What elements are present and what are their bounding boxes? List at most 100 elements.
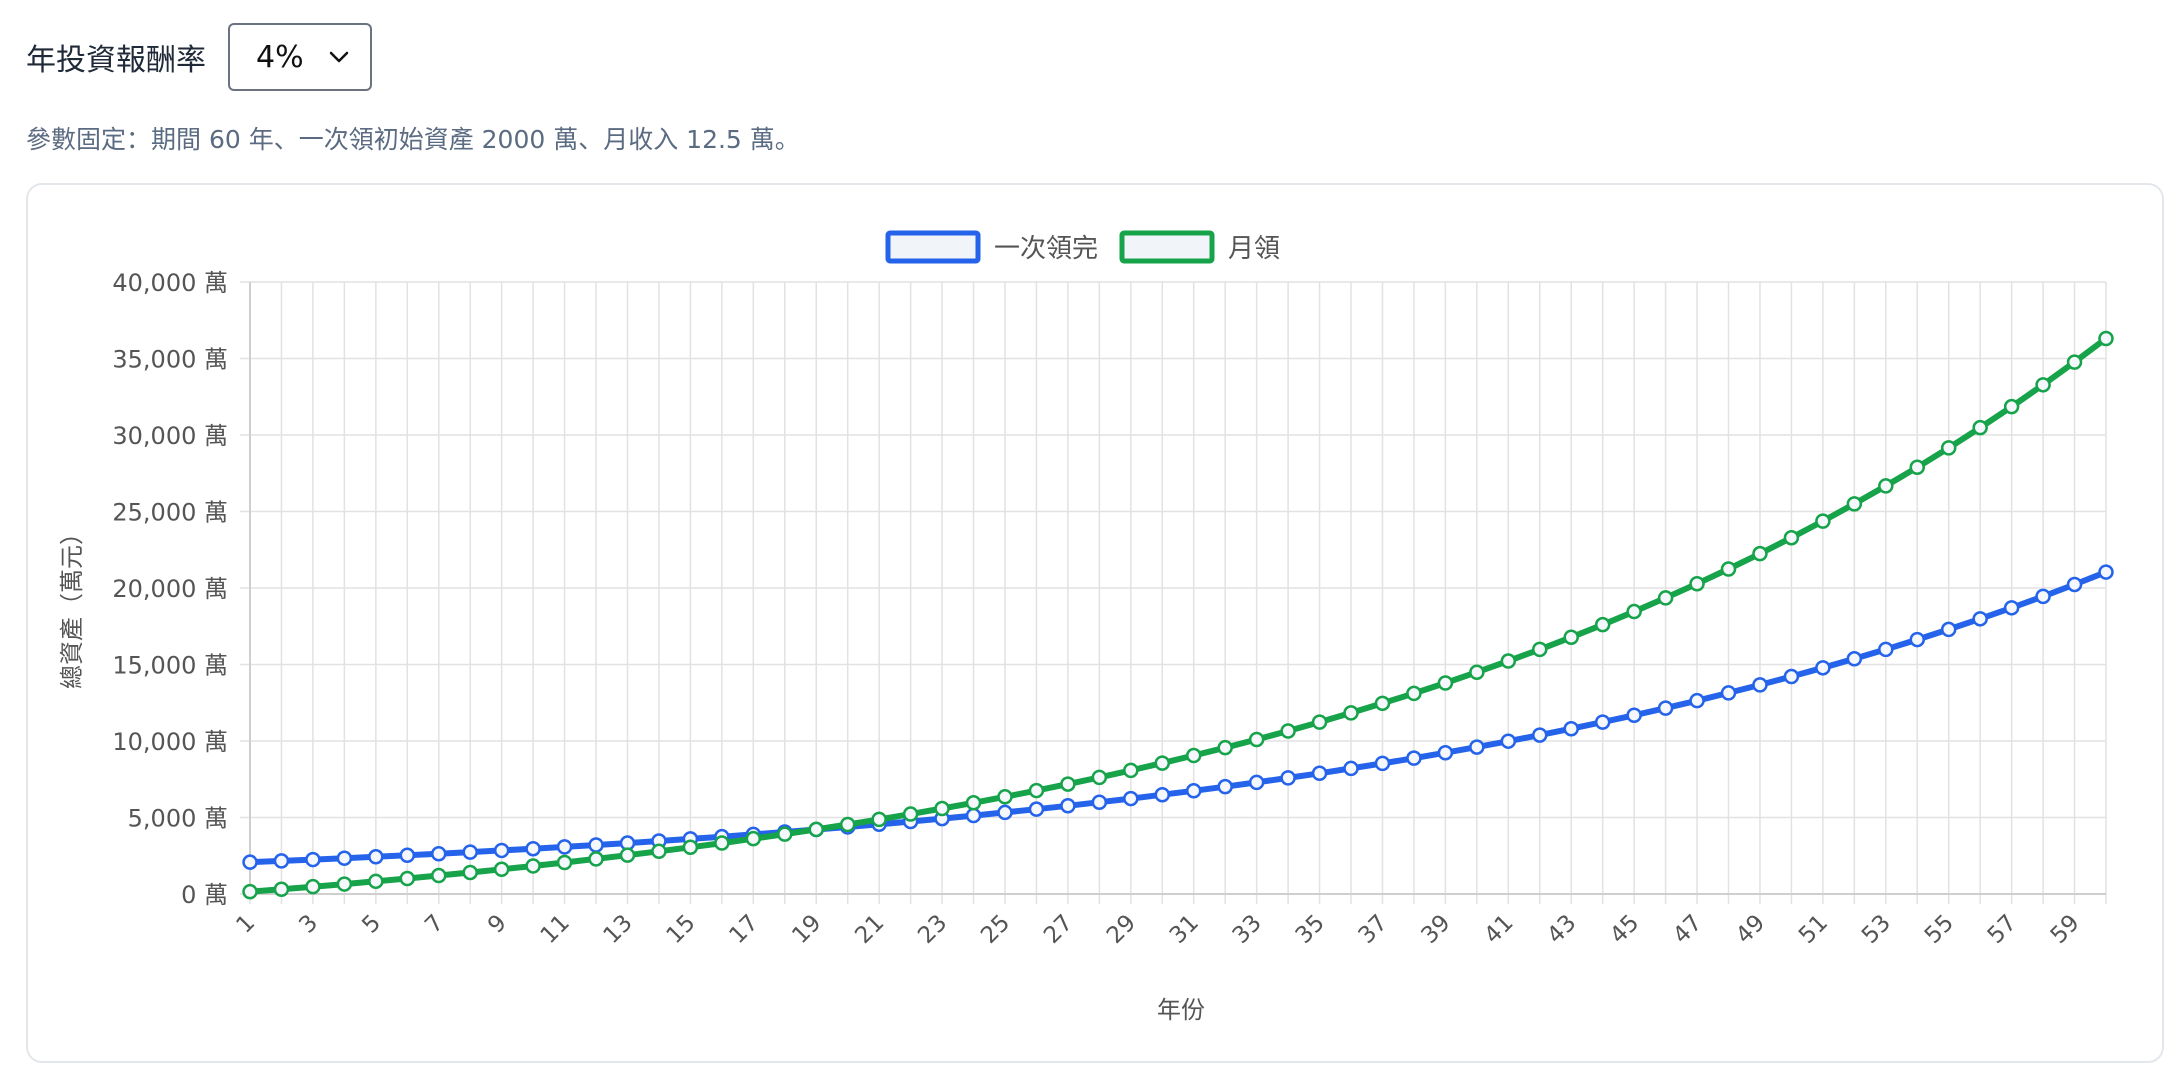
data-point [2035, 588, 2051, 605]
data-point [1123, 790, 1139, 807]
x-tick-label: 29 [1102, 910, 1141, 949]
data-point [1720, 561, 1737, 577]
data-point [430, 845, 447, 862]
legend-swatch [1119, 230, 1215, 264]
data-point [1815, 513, 1831, 529]
data-point [839, 816, 856, 833]
data-point [368, 849, 384, 865]
y-tick-label: 40,000 萬 [112, 269, 228, 297]
y-tick-label: 25,000 萬 [112, 499, 228, 527]
y-tick-label: 35,000 萬 [112, 346, 228, 374]
data-point [1909, 459, 1926, 476]
x-tick-label: 9 [483, 910, 512, 939]
x-tick-label: 43 [1542, 910, 1581, 949]
data-point [1532, 727, 1548, 743]
rate-select[interactable]: 4% [228, 23, 372, 91]
data-point [1248, 731, 1265, 748]
data-point [997, 789, 1013, 805]
y-tick-label: 30,000 萬 [112, 422, 228, 450]
data-point [273, 881, 290, 897]
data-point [1563, 720, 1579, 737]
data-point [2098, 330, 2114, 347]
data-point [1500, 653, 1517, 669]
data-point [1469, 739, 1485, 755]
data-point [273, 853, 290, 869]
rate-label: 年投資報酬率 [26, 43, 206, 78]
data-point [305, 878, 321, 895]
data-point [682, 839, 699, 856]
data-point [1783, 668, 1800, 685]
data-point [242, 883, 258, 900]
data-point [1563, 629, 1579, 646]
data-point [1374, 695, 1391, 712]
x-tick-label: 51 [1794, 910, 1833, 949]
legend-label: 一次領完 [994, 234, 1098, 264]
data-point [493, 842, 510, 859]
data-point [2003, 600, 2020, 616]
data-point [619, 847, 636, 863]
x-tick-label: 49 [1731, 910, 1770, 949]
x-tick-label: 15 [662, 910, 701, 949]
data-point [1437, 675, 1454, 691]
data-point [1311, 714, 1328, 730]
x-tick-label: 7 [420, 910, 449, 939]
data-point [2035, 377, 2051, 393]
parameter-note: 參數固定：期間 60 年、一次領初始資產 2000 萬、月收入 12.5 萬。 [26, 125, 800, 154]
data-point [2066, 354, 2083, 370]
data-point [1217, 739, 1233, 756]
data-point [525, 840, 541, 857]
data-point [1028, 801, 1045, 817]
data-point [1406, 685, 1422, 702]
data-point [1343, 760, 1359, 777]
data-point [808, 821, 824, 838]
data-point [556, 839, 573, 855]
data-point [1028, 782, 1045, 799]
data-point [1940, 621, 1957, 638]
data-point [1374, 755, 1391, 772]
data-point [2098, 564, 2114, 580]
data-point [1437, 744, 1454, 761]
data-point [1343, 705, 1359, 721]
data-point [1626, 603, 1642, 620]
y-tick-label: 0 萬 [181, 881, 228, 909]
data-point [1248, 774, 1265, 791]
x-tick-label: 35 [1291, 910, 1330, 949]
chevron-down-icon [329, 51, 349, 63]
data-point [462, 844, 478, 860]
data-point [1972, 611, 1988, 627]
data-point [777, 826, 793, 842]
data-point [1594, 714, 1611, 730]
data-point [368, 873, 384, 890]
x-tick-label: 3 [294, 910, 323, 939]
y-tick-label: 15,000 萬 [112, 652, 228, 680]
data-point [1280, 723, 1296, 739]
x-tick-label: 45 [1605, 910, 1644, 949]
data-point [1846, 651, 1863, 667]
data-point [1185, 783, 1202, 799]
data-point [965, 795, 982, 811]
data-point [714, 835, 730, 851]
data-point [493, 861, 510, 878]
data-point [1752, 545, 1768, 562]
x-tick-label: 31 [1165, 910, 1204, 949]
x-tick-label: 27 [1039, 910, 1078, 949]
data-point [1217, 778, 1233, 795]
y-tick-label: 5,000 萬 [128, 805, 228, 833]
x-tick-label: 59 [2046, 910, 2085, 949]
data-point [1940, 440, 1957, 456]
grid-layer [240, 281, 2107, 904]
data-point [242, 854, 258, 870]
x-tick-label: 55 [1920, 910, 1959, 949]
data-point [1878, 478, 1894, 494]
data-point [1720, 685, 1737, 701]
rate-select-value: 4% [256, 39, 304, 75]
data-point [305, 851, 321, 868]
data-point [1060, 798, 1076, 814]
data-point [1091, 769, 1108, 786]
data-point [651, 843, 667, 860]
series-line-monthly [247, 335, 2109, 895]
data-point [934, 800, 950, 817]
y-tick-label: 20,000 萬 [112, 575, 228, 603]
data-point [965, 807, 982, 824]
data-point [525, 858, 541, 874]
